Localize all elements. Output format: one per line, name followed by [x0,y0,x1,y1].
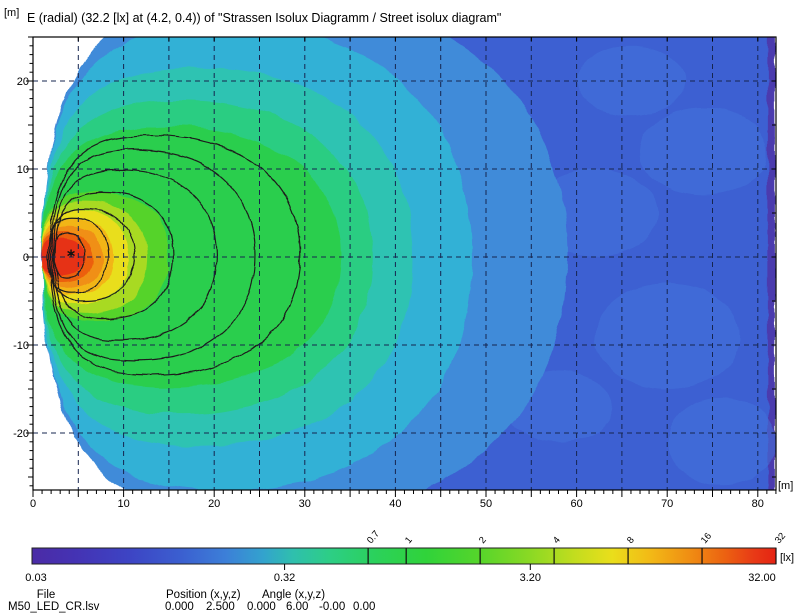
position-x-value: 0.000 [165,601,194,613]
isolux-band [42,126,342,388]
file-label: File [37,589,56,601]
colorbar-scale-label: 3.20 [520,572,541,584]
max-point-marker [67,249,75,258]
x-axis-unit-label: [m] [778,480,793,492]
y-tick-label: -10 [13,340,29,352]
colorbar: 0.7 1 2 4 8 16 32 0.03 0.32 3.20 32.00 [25,529,788,584]
status-bar: File M50_LED_CR.lsv Position (x,y,z) Ang… [8,589,375,613]
colorbar-unit-label: [lx] [780,552,794,564]
colorbar-scale-label: 0.03 [25,572,46,584]
x-tick-label: 80 [752,498,764,510]
x-tick-label: 10 [117,498,129,510]
marker-dot [69,252,73,255]
position-z-value: 0.000 [247,601,276,613]
contour-line [49,208,136,302]
blue-patch [640,107,767,196]
gridlines [33,37,776,490]
colorbar-level-label: 4 [551,535,563,546]
color-bands [41,37,776,490]
position-label: Position (x,y,z) [166,589,241,601]
y-tick-label: -20 [13,428,29,440]
colorbar-level-label: 8 [625,535,637,546]
x-tick-label: 60 [570,498,582,510]
colorbar-level-label: 32 [773,531,788,546]
file-value: M50_LED_CR.lsv [8,601,100,613]
contour-line [49,134,301,376]
contour-line [53,169,218,342]
y-tick-label: 20 [17,76,29,88]
isolux-color-field [41,37,776,490]
blue-patch [667,397,776,486]
colorbar-level-label: 2 [477,535,489,546]
y-axis-unit-label: [m] [4,7,19,19]
angle-x-value: 6.00 [286,601,308,613]
y-tick-label: 10 [17,164,29,176]
colorbar-level-label: 16 [699,531,714,546]
contour-line [55,191,175,320]
axes-and-ticks: 0 10 20 30 40 50 60 70 80 20 10 0 -10 -20 [13,36,777,510]
colorbar-scale-label: 0.32 [274,572,295,584]
chart-title: E (radial) (32.2 [lx] at (4.2, 0.4)) of … [27,11,501,25]
x-tick-label: 50 [480,498,492,510]
x-tick-label: 70 [661,498,673,510]
x-tick-label: 0 [30,498,36,510]
x-tick-label: 20 [208,498,220,510]
position-y-value: 2.500 [206,601,235,613]
contour-line [47,217,109,293]
contour-line [54,231,86,279]
colorbar-level-label: 1 [403,535,415,546]
y-tick-label: 0 [23,252,29,264]
angle-z-value: 0.00 [353,601,375,613]
contour-lines [47,134,301,376]
contour-line [51,149,256,362]
angle-y-value: -0.00 [319,601,345,613]
x-tick-label: 30 [299,498,311,510]
colorbar-level-label: 0.7 [365,529,382,546]
angle-label: Angle (x,y,z) [262,589,325,601]
x-tick-label: 40 [389,498,401,510]
colorbar-bar [31,547,777,565]
colorbar-scale-label: 32.00 [748,572,776,584]
